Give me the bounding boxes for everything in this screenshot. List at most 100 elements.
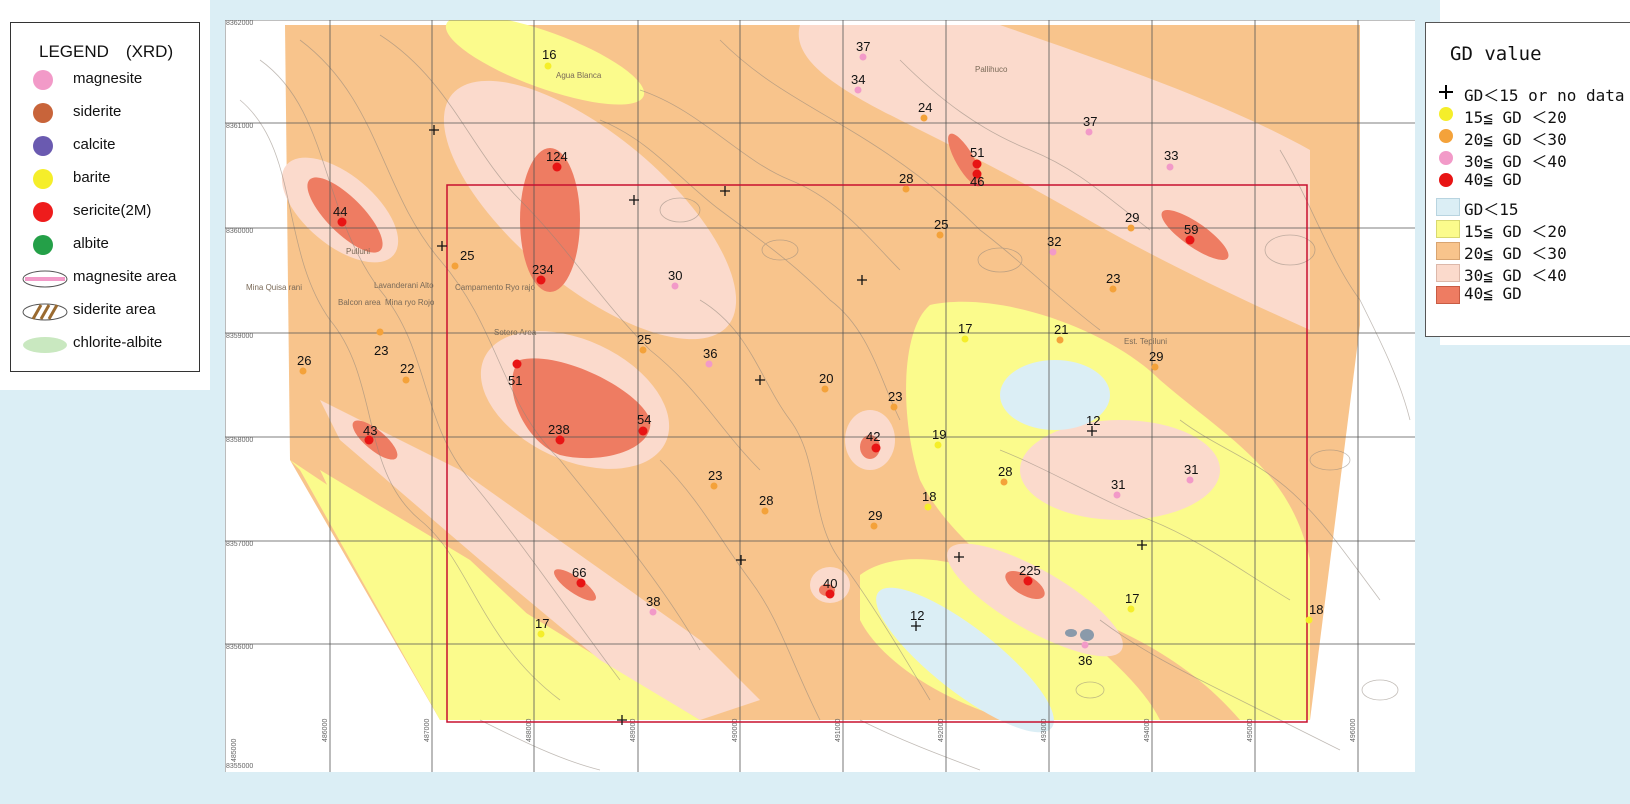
cross-icon[interactable] <box>911 621 921 631</box>
sample-value-label: 37 <box>856 39 870 54</box>
magnesite-dot-icon <box>33 70 53 90</box>
cross-icon <box>1439 85 1453 99</box>
legend-item-calcite: calcite <box>11 133 201 159</box>
sample-point-dot[interactable] <box>936 231 944 239</box>
legend-item-barite: barite <box>11 166 201 192</box>
sample-point-dot[interactable] <box>402 376 410 384</box>
sample-point-dot[interactable] <box>825 589 835 599</box>
sample-point-dot[interactable] <box>639 346 647 354</box>
sample-point-dot[interactable] <box>1151 363 1159 371</box>
sample-value-label: 124 <box>546 149 568 164</box>
sample-point-dot[interactable] <box>576 578 586 588</box>
sample-point-dot[interactable] <box>871 443 881 453</box>
sample-value-label: 36 <box>1078 653 1092 668</box>
sample-point-dot[interactable] <box>859 53 867 61</box>
sample-point-dot[interactable] <box>961 335 969 343</box>
sample-point-dot[interactable] <box>1023 576 1033 586</box>
legend-item-gd-nodata: GD＜15 or no data <box>1426 81 1630 105</box>
sample-point-dot[interactable] <box>761 507 769 515</box>
sample-point-dot[interactable] <box>1166 163 1174 171</box>
legend-item-gd-30-40-point: 30≦ GD ＜40 <box>1426 147 1630 171</box>
area-gd-40plus <box>1005 571 1045 599</box>
y-tick-label: 8356000 <box>226 644 253 651</box>
sample-point-dot[interactable] <box>821 385 829 393</box>
sample-point-dot[interactable] <box>1085 128 1093 136</box>
legend-label: GD＜15 or no data <box>1464 86 1625 105</box>
sample-point-dot[interactable] <box>1113 491 1121 499</box>
sample-value-label: 225 <box>1019 563 1041 578</box>
sample-point-dot[interactable] <box>705 360 713 368</box>
sample-value-label: 43 <box>363 423 377 438</box>
legend-xrd: LEGEND (XRD) magnesite siderite calcite … <box>10 22 200 372</box>
legend-title: GD value <box>1450 43 1542 65</box>
cross-icon <box>1137 540 1147 550</box>
legend-label: GD＜15 <box>1464 200 1519 219</box>
x-tick-label: 488000 <box>526 719 533 742</box>
sample-point-dot[interactable] <box>451 262 459 270</box>
legend-label: calcite <box>73 136 116 153</box>
place-name: Mina Quisa rani <box>246 283 302 292</box>
sample-point-dot[interactable] <box>1049 248 1057 256</box>
sample-point-dot[interactable] <box>337 217 347 227</box>
sample-point-dot[interactable] <box>1186 476 1194 484</box>
sample-point-dot[interactable] <box>1000 478 1008 486</box>
sample-point-dot[interactable] <box>972 169 982 179</box>
grey-feature <box>1080 629 1094 641</box>
sample-value-label: 44 <box>333 204 347 219</box>
place-name: Pallihuco <box>975 65 1008 74</box>
sample-point-dot[interactable] <box>1127 605 1135 613</box>
sample-point-dot[interactable] <box>1056 336 1064 344</box>
x-tick-label: 487000 <box>424 719 431 742</box>
sample-point-dot[interactable] <box>512 359 522 369</box>
sample-point-dot[interactable] <box>1305 616 1313 624</box>
sample-point-dot[interactable] <box>1127 224 1135 232</box>
sample-point-dot[interactable] <box>537 630 545 638</box>
legend-label: 20≦ GD ＜30 <box>1464 130 1567 149</box>
sample-point-dot[interactable] <box>555 435 565 445</box>
sample-point-dot[interactable] <box>552 162 562 172</box>
grey-feature <box>1065 629 1077 637</box>
area-gd-30-40 <box>320 400 760 720</box>
x-tick-label: 490000 <box>732 719 739 742</box>
sample-value-label: 20 <box>819 371 833 386</box>
sample-point-dot[interactable] <box>972 159 982 169</box>
sample-point-dot[interactable] <box>1081 641 1089 649</box>
sample-point-dot[interactable] <box>544 62 552 70</box>
sample-point-dot[interactable] <box>934 441 942 449</box>
sample-point-dot[interactable] <box>920 114 928 122</box>
area-gd-30-40 <box>443 80 737 340</box>
x-tick-label: 494000 <box>1144 719 1151 742</box>
area-gd-40plus <box>520 148 580 292</box>
legend-item-gd-20-30-area: 20≦ GD ＜30 <box>1426 239 1630 263</box>
sample-point-dot[interactable] <box>649 608 657 616</box>
orange-dot-icon <box>1439 129 1453 143</box>
sample-value-label: 16 <box>542 47 556 62</box>
place-name: Est. Tepiluni <box>1124 337 1167 346</box>
no-data-markers <box>429 125 1147 725</box>
sample-value-label: 46 <box>970 174 984 189</box>
sample-point-dot[interactable] <box>671 282 679 290</box>
sample-point-dot[interactable] <box>299 367 307 375</box>
sample-point-dot[interactable] <box>1185 235 1195 245</box>
y-tick-label: 8360000 <box>226 228 253 235</box>
sample-point-dot[interactable] <box>364 435 374 445</box>
area-gd-40plus <box>307 177 383 253</box>
sample-point-dot[interactable] <box>638 426 648 436</box>
sample-point-dot[interactable] <box>902 185 910 193</box>
siderite-dot-icon <box>33 103 53 123</box>
sample-point-dot[interactable] <box>890 403 898 411</box>
x-tick-label: 491000 <box>835 719 842 742</box>
sample-point-dot[interactable] <box>376 328 384 336</box>
sample-point-dot[interactable] <box>924 503 932 511</box>
sample-point-dot[interactable] <box>854 86 862 94</box>
sample-point-dot[interactable] <box>1109 285 1117 293</box>
sample-points[interactable]: 16 37 34 24 37 33 51 46 124 28 44 25 29 59 25 32 234 30 23… <box>297 39 1323 668</box>
area-swatch-icon <box>1436 242 1460 260</box>
sample-value-label: 28 <box>899 171 913 186</box>
sample-point-dot[interactable] <box>710 482 718 490</box>
sample-point-dot[interactable] <box>870 522 878 530</box>
sample-value-label: 33 <box>1164 148 1178 163</box>
sample-point-dot[interactable] <box>536 275 546 285</box>
cross-icon[interactable] <box>1087 426 1097 436</box>
